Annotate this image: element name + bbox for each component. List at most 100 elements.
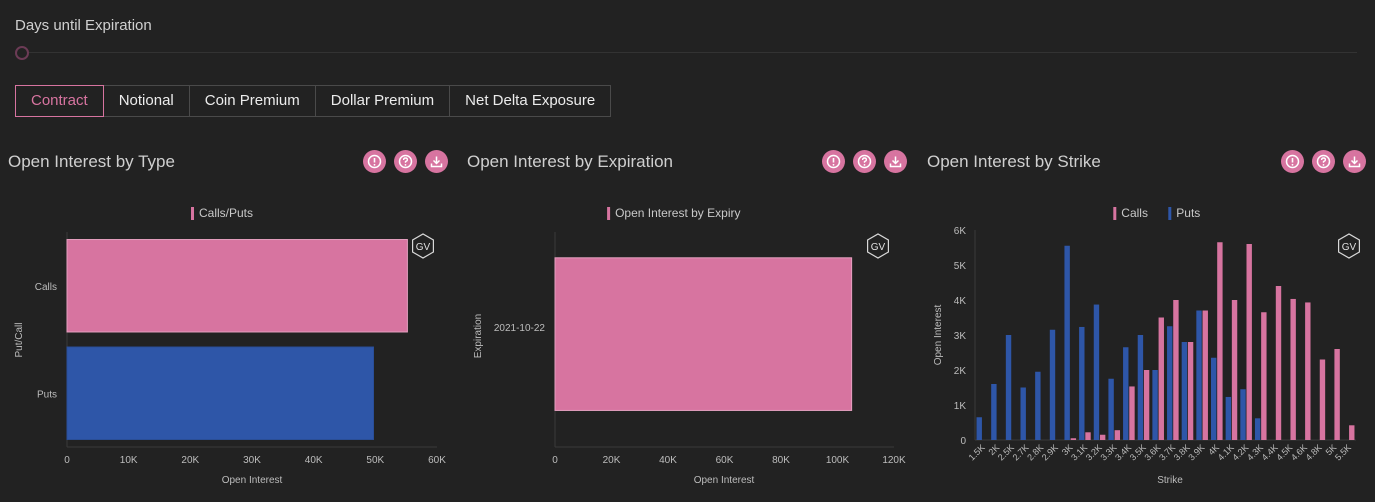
bar-calls-4.5K xyxy=(1290,298,1296,440)
y-tick-label: Puts xyxy=(37,389,57,400)
y-tick-label: 4K xyxy=(954,296,967,307)
bar-calls-4.4K xyxy=(1275,286,1282,440)
x-tick-label: 60K xyxy=(428,455,446,466)
y-tick-label: 1K xyxy=(954,401,967,412)
metric-tabs: Contract Notional Coin Premium Dollar Pr… xyxy=(15,85,612,117)
info-button-3[interactable] xyxy=(1281,150,1304,173)
bar-puts-4.3K xyxy=(1254,418,1261,440)
x-axis-title: Strike xyxy=(1157,475,1183,486)
bar-calls-3.1K xyxy=(1085,432,1091,440)
days-until-expiration-label: Days until Expiration xyxy=(15,17,152,34)
bar-puts-3.5K xyxy=(1137,335,1144,440)
legend-swatch xyxy=(1168,207,1172,220)
help-button-2[interactable] xyxy=(853,150,876,173)
help-icon xyxy=(398,154,413,169)
bar-puts-3.8K xyxy=(1181,342,1188,440)
panel-title-expiration: Open Interest by Expiration xyxy=(467,152,674,171)
bar-calls-3.7K xyxy=(1173,300,1179,440)
x-tick-label: 50K xyxy=(366,455,384,466)
bar-calls xyxy=(66,239,408,333)
bar-puts-3.2K xyxy=(1093,304,1100,440)
bar-puts-3K xyxy=(1064,245,1070,440)
info-button-1[interactable] xyxy=(363,150,386,173)
tab-dollar-premium[interactable]: Dollar Premium xyxy=(316,86,451,116)
panel-title-strike: Open Interest by Strike xyxy=(927,152,1101,171)
legend-label: Open Interest by Expiry xyxy=(615,206,740,220)
bar-puts-3.4K xyxy=(1123,347,1129,440)
open-interest-by-expiration-chart: Open Interest by Expiry 0 20K 40K 60K 80K 100K… xyxy=(473,206,906,486)
y-tick-label: 2K xyxy=(954,366,967,377)
gv-logo-hexagon xyxy=(1338,233,1360,259)
help-icon xyxy=(1316,154,1331,169)
tab-net-delta-exposure[interactable]: Net Delta Exposure xyxy=(465,92,596,109)
open-interest-by-type-chart: Calls/Puts 0 10K 20K 30K 40K 50K 60K Calls Puts Op… xyxy=(14,206,446,486)
expiration-slider-thumb[interactable] xyxy=(15,46,29,60)
tab-contract[interactable]: Contract xyxy=(15,85,104,117)
x-tick-label: 40K xyxy=(305,455,323,466)
info-icon xyxy=(826,154,841,169)
bar-calls-3.8K xyxy=(1187,342,1194,440)
bar-puts-3.9K xyxy=(1196,310,1202,440)
info-button-2[interactable] xyxy=(822,150,845,173)
bar-calls-5K xyxy=(1334,349,1340,440)
bar-calls-3.4K xyxy=(1129,386,1135,440)
gv-logo-icon: GV xyxy=(867,233,889,259)
download-icon xyxy=(889,156,902,168)
tab-coin-premium[interactable]: Coin Premium xyxy=(190,86,316,116)
x-axis-title: Open Interest xyxy=(694,475,755,486)
x-tick-label: 4.8K xyxy=(1304,442,1324,462)
gv-logo-hexagon xyxy=(867,233,889,259)
bar-puts-2.5K xyxy=(1005,335,1012,440)
x-tick-label: 5.5K xyxy=(1333,442,1353,462)
gv-logo-text: GV xyxy=(1342,242,1357,253)
download-button-3[interactable] xyxy=(1343,150,1366,173)
x-tick-label: 20K xyxy=(181,455,199,466)
x-tick-label: 0 xyxy=(64,455,70,466)
tab-notional[interactable]: Notional xyxy=(104,86,190,116)
gv-logo-text: GV xyxy=(871,242,886,253)
help-button-1[interactable] xyxy=(394,150,417,173)
legend-swatch xyxy=(607,207,611,220)
bar-puts-4K xyxy=(1210,357,1217,440)
bar-calls-3K xyxy=(1070,438,1077,440)
gv-logo-text: GV xyxy=(416,242,431,253)
download-button-1[interactable] xyxy=(425,150,448,173)
y-tick-label: 0 xyxy=(960,436,966,447)
x-tick-label: 2.9K xyxy=(1040,442,1060,462)
bar-calls-4.2K xyxy=(1246,244,1252,440)
bar-calls-4K xyxy=(1217,242,1223,440)
x-axis-title: Open Interest xyxy=(222,475,283,486)
y-tick-label: 6K xyxy=(954,226,967,237)
x-tick-label: 1.5K xyxy=(967,442,987,462)
bar-puts-1.5K xyxy=(976,417,982,440)
bar-calls-3.9K xyxy=(1202,310,1208,440)
legend-label: Calls xyxy=(1121,206,1148,220)
bar-puts-2.9K xyxy=(1049,329,1056,440)
legend-swatch xyxy=(1113,207,1117,220)
panel-title-type: Open Interest by Type xyxy=(8,152,175,171)
bar-expiry xyxy=(554,257,853,411)
bar-puts-2.8K xyxy=(1035,371,1041,440)
bar-calls-4.6K xyxy=(1305,302,1311,440)
bar-calls-3.3K xyxy=(1114,430,1121,440)
info-icon xyxy=(1285,154,1300,169)
bar-puts-3.7K xyxy=(1167,326,1173,440)
help-button-3[interactable] xyxy=(1312,150,1335,173)
bar-calls-4.3K xyxy=(1261,312,1267,440)
download-button-2[interactable] xyxy=(884,150,907,173)
legend-label: Puts xyxy=(1176,206,1200,220)
legend-label: Calls/Puts xyxy=(199,206,253,220)
bar-puts-4.2K xyxy=(1240,389,1246,440)
x-tick-label: 10K xyxy=(120,455,138,466)
x-tick-label: 60K xyxy=(716,455,734,466)
x-tick-label: 40K xyxy=(659,455,677,466)
bar-calls-3.5K xyxy=(1143,370,1150,440)
download-icon xyxy=(1348,156,1361,168)
bar-puts-3.6K xyxy=(1152,370,1158,440)
expiration-slider-track[interactable] xyxy=(22,52,1357,53)
bar-calls-3.6K xyxy=(1158,317,1164,440)
y-axis-title: Expiration xyxy=(473,314,484,358)
download-icon xyxy=(430,156,443,168)
y-axis-title: Put/Call xyxy=(14,322,25,357)
